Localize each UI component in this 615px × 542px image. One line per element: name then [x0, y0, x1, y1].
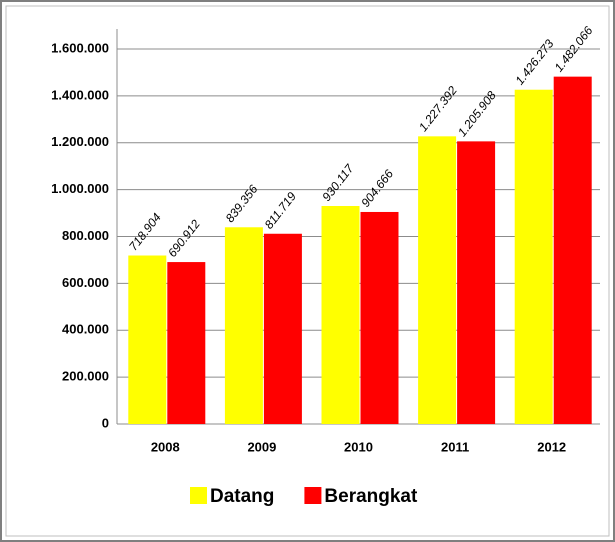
bar	[553, 76, 592, 424]
inner-frame	[5, 5, 610, 537]
y-tick-label: 800.000	[62, 228, 109, 243]
legend-swatch	[190, 487, 207, 504]
y-tick-label: 0	[102, 415, 109, 430]
y-tick-label: 1.000.000	[51, 181, 109, 196]
y-tick-label: 1.200.000	[51, 134, 109, 149]
x-tick-label: 2008	[151, 439, 180, 454]
bar	[167, 262, 206, 424]
x-tick-label: 2010	[344, 439, 373, 454]
bar	[360, 211, 399, 424]
y-tick-label: 1.600.000	[51, 40, 109, 55]
bar	[514, 89, 553, 425]
x-tick-label: 2012	[537, 439, 566, 454]
y-tick-label: 400.000	[62, 322, 109, 337]
legend-label: Datang	[210, 486, 274, 507]
x-tick-label: 2011	[441, 439, 469, 454]
bar	[457, 141, 496, 425]
bar	[263, 233, 302, 424]
x-tick-label: 2009	[247, 439, 276, 454]
legend-swatch	[304, 487, 322, 504]
bar	[418, 136, 457, 424]
legend-label: Berangkat	[324, 486, 418, 507]
y-tick-label: 600.000	[62, 275, 109, 290]
y-tick-label: 200.000	[62, 369, 109, 384]
y-tick-label: 1.400.000	[51, 87, 109, 102]
bar	[224, 227, 263, 424]
bar	[128, 255, 167, 424]
bar	[321, 206, 360, 424]
